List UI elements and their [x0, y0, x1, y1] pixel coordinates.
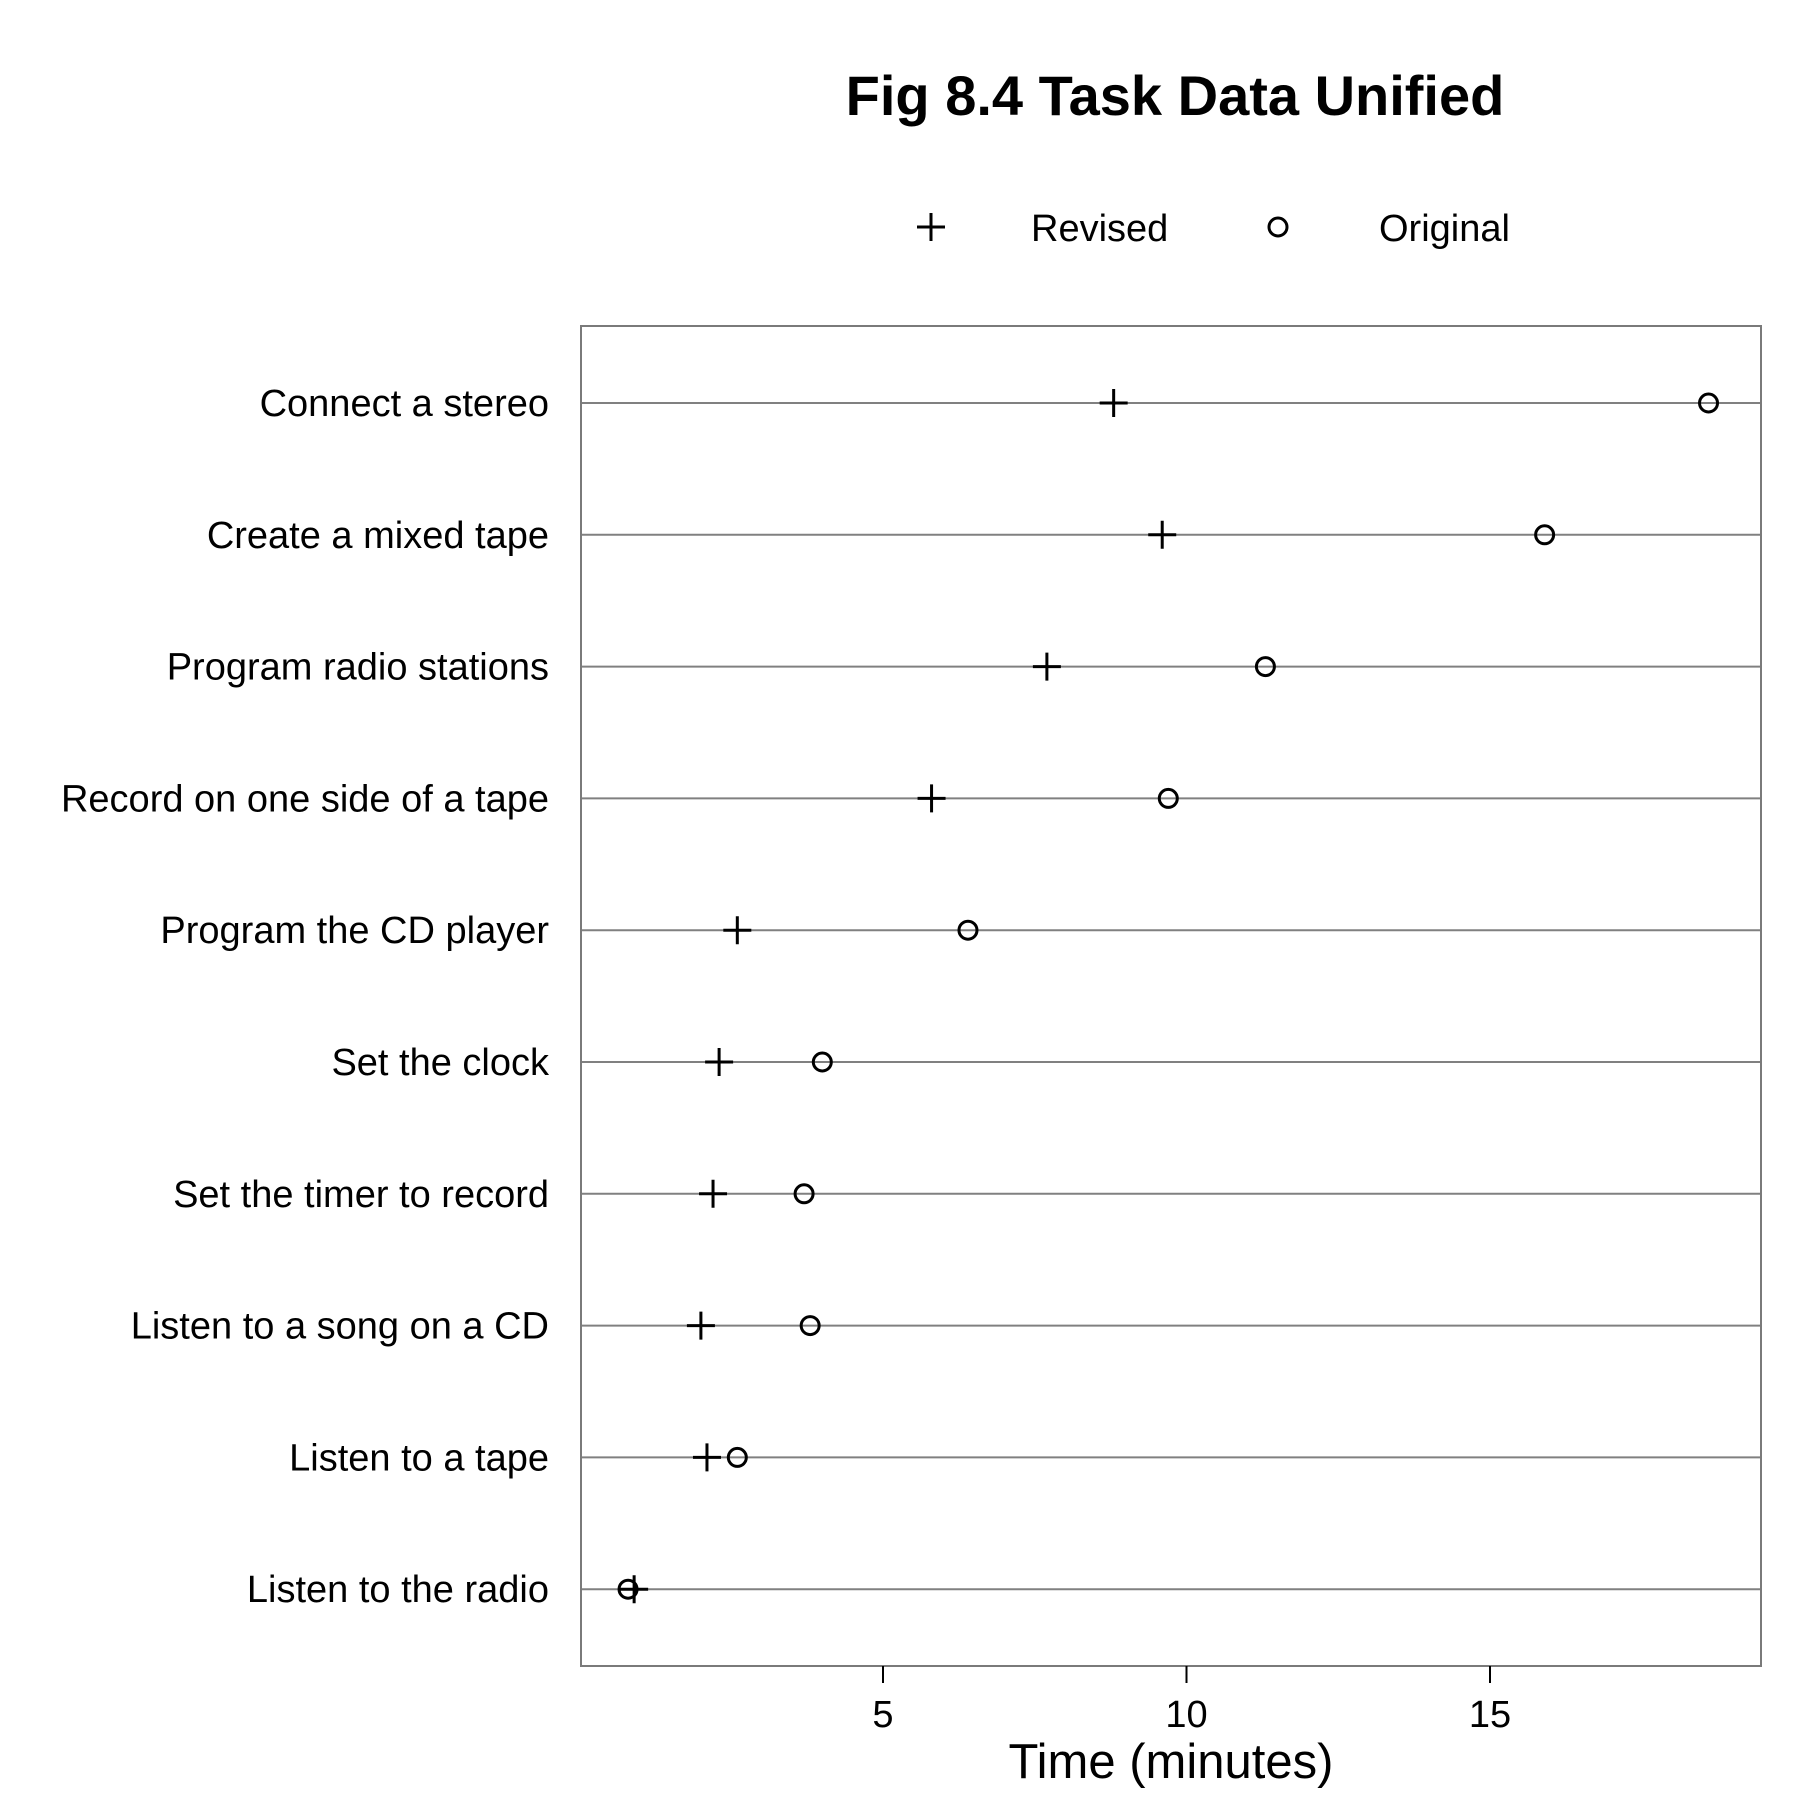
revised-point: [705, 1048, 734, 1076]
original-point: [793, 1183, 815, 1205]
legend: Revised Original: [917, 208, 1510, 250]
legend-circle-marker: [1267, 216, 1289, 238]
revised-point: [723, 916, 752, 945]
legend-label-original: Original: [1379, 208, 1510, 250]
revised-point: [1099, 389, 1128, 417]
revised-point: [1032, 652, 1061, 681]
chart-title: Fig 8.4 Task Data Unified: [846, 64, 1505, 127]
revised-point: [1148, 520, 1177, 549]
category-label: Program the CD player: [160, 910, 549, 952]
category-label: Set the clock: [331, 1042, 550, 1084]
original-point: [1534, 524, 1556, 546]
x-tick-label: 5: [872, 1694, 893, 1736]
legend-label-revised: Revised: [1031, 208, 1168, 250]
x-tick-label: 10: [1165, 1694, 1207, 1736]
x-tick-label: 15: [1469, 1694, 1511, 1736]
original-point: [1254, 656, 1276, 678]
category-label: Connect a stereo: [260, 383, 549, 425]
row-lines: [581, 402, 1761, 1591]
category-labels: Connect a stereo Create a mixed tape Progr…: [61, 383, 550, 1611]
category-label: Program radio stations: [167, 647, 549, 689]
revised-point: [692, 1443, 721, 1472]
revised-point: [686, 1311, 715, 1340]
category-label: Listen to a tape: [289, 1437, 549, 1479]
original-point: [799, 1315, 821, 1337]
original-point: [1698, 392, 1720, 414]
revised-point: [699, 1179, 728, 1208]
category-label: Listen to a song on a CD: [131, 1306, 549, 1348]
category-label: Create a mixed tape: [207, 515, 549, 557]
legend-plus-marker: [917, 213, 945, 241]
original-point: [811, 1051, 833, 1073]
category-label: Set the timer to record: [173, 1174, 549, 1216]
original-point: [1157, 787, 1179, 809]
category-label: Listen to the radio: [247, 1569, 549, 1611]
category-label: Record on one side of a tape: [61, 778, 549, 820]
original-point: [726, 1446, 748, 1468]
original-point: [957, 919, 979, 941]
x-axis-title: Time (minutes): [1009, 1735, 1334, 1789]
original-point: [617, 1578, 639, 1600]
revised-point: [620, 1575, 649, 1604]
plot-frame: [580, 325, 1762, 1667]
revised-point: [917, 784, 946, 813]
data-markers: [617, 389, 1720, 1604]
x-axis-ticks: 5 10 15: [872, 1666, 1511, 1736]
